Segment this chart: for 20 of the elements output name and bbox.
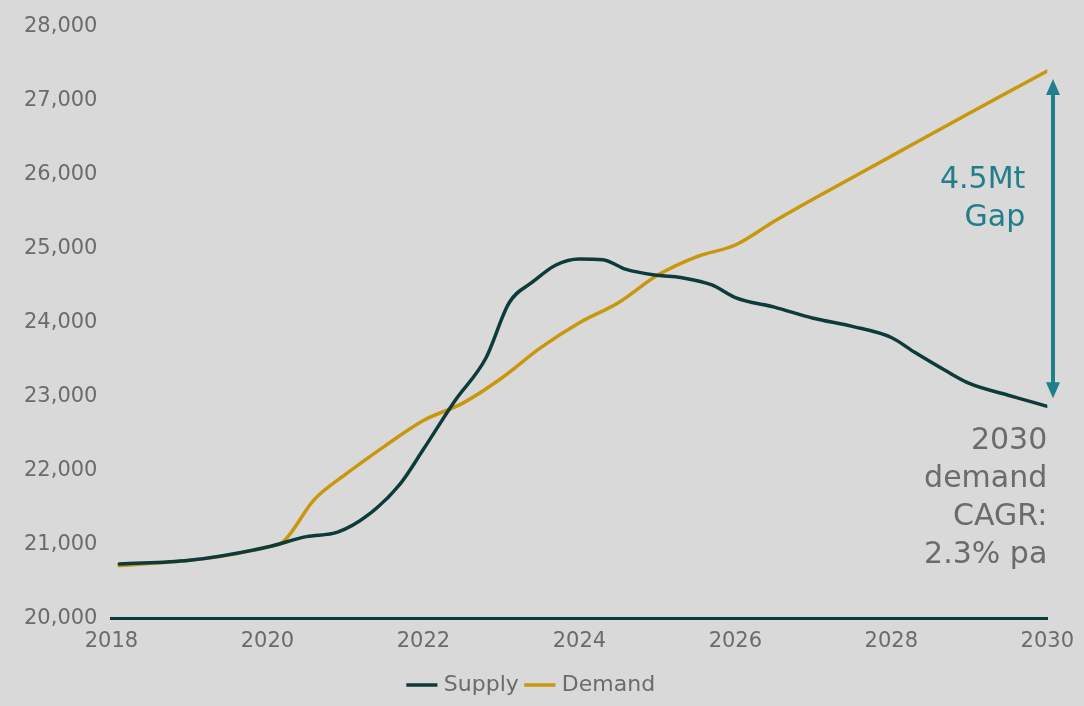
x-tick-label: 2018 <box>84 627 139 652</box>
annotation: 2030 demand CAGR: 2.3% pa <box>924 420 1048 570</box>
legend-label: Supply <box>443 670 519 696</box>
x-tick-label: 2026 <box>708 627 763 652</box>
y-tick-label: 24,000 <box>24 309 98 334</box>
y-tick-label: 25,000 <box>24 235 98 260</box>
x-tick-label: 2022 <box>396 627 451 652</box>
y-tick-label: 26,000 <box>24 161 98 186</box>
y-tick-label: 21,000 <box>24 531 98 556</box>
y-tick-label: 22,000 <box>24 457 98 482</box>
x-tick-label: 2024 <box>552 627 607 652</box>
y-tick-label: 23,000 <box>24 383 98 408</box>
annotation: 4.5Mt Gap <box>939 160 1026 234</box>
y-tick-label: 20,000 <box>24 605 98 630</box>
y-tick-label: 27,000 <box>24 87 98 112</box>
x-tick-label: 2028 <box>864 627 919 652</box>
x-tick-label: 2030 <box>1020 627 1074 652</box>
legend-label: Demand <box>561 670 656 696</box>
y-tick-label: 28,000 <box>24 13 98 38</box>
x-tick-label: 2020 <box>240 627 295 652</box>
